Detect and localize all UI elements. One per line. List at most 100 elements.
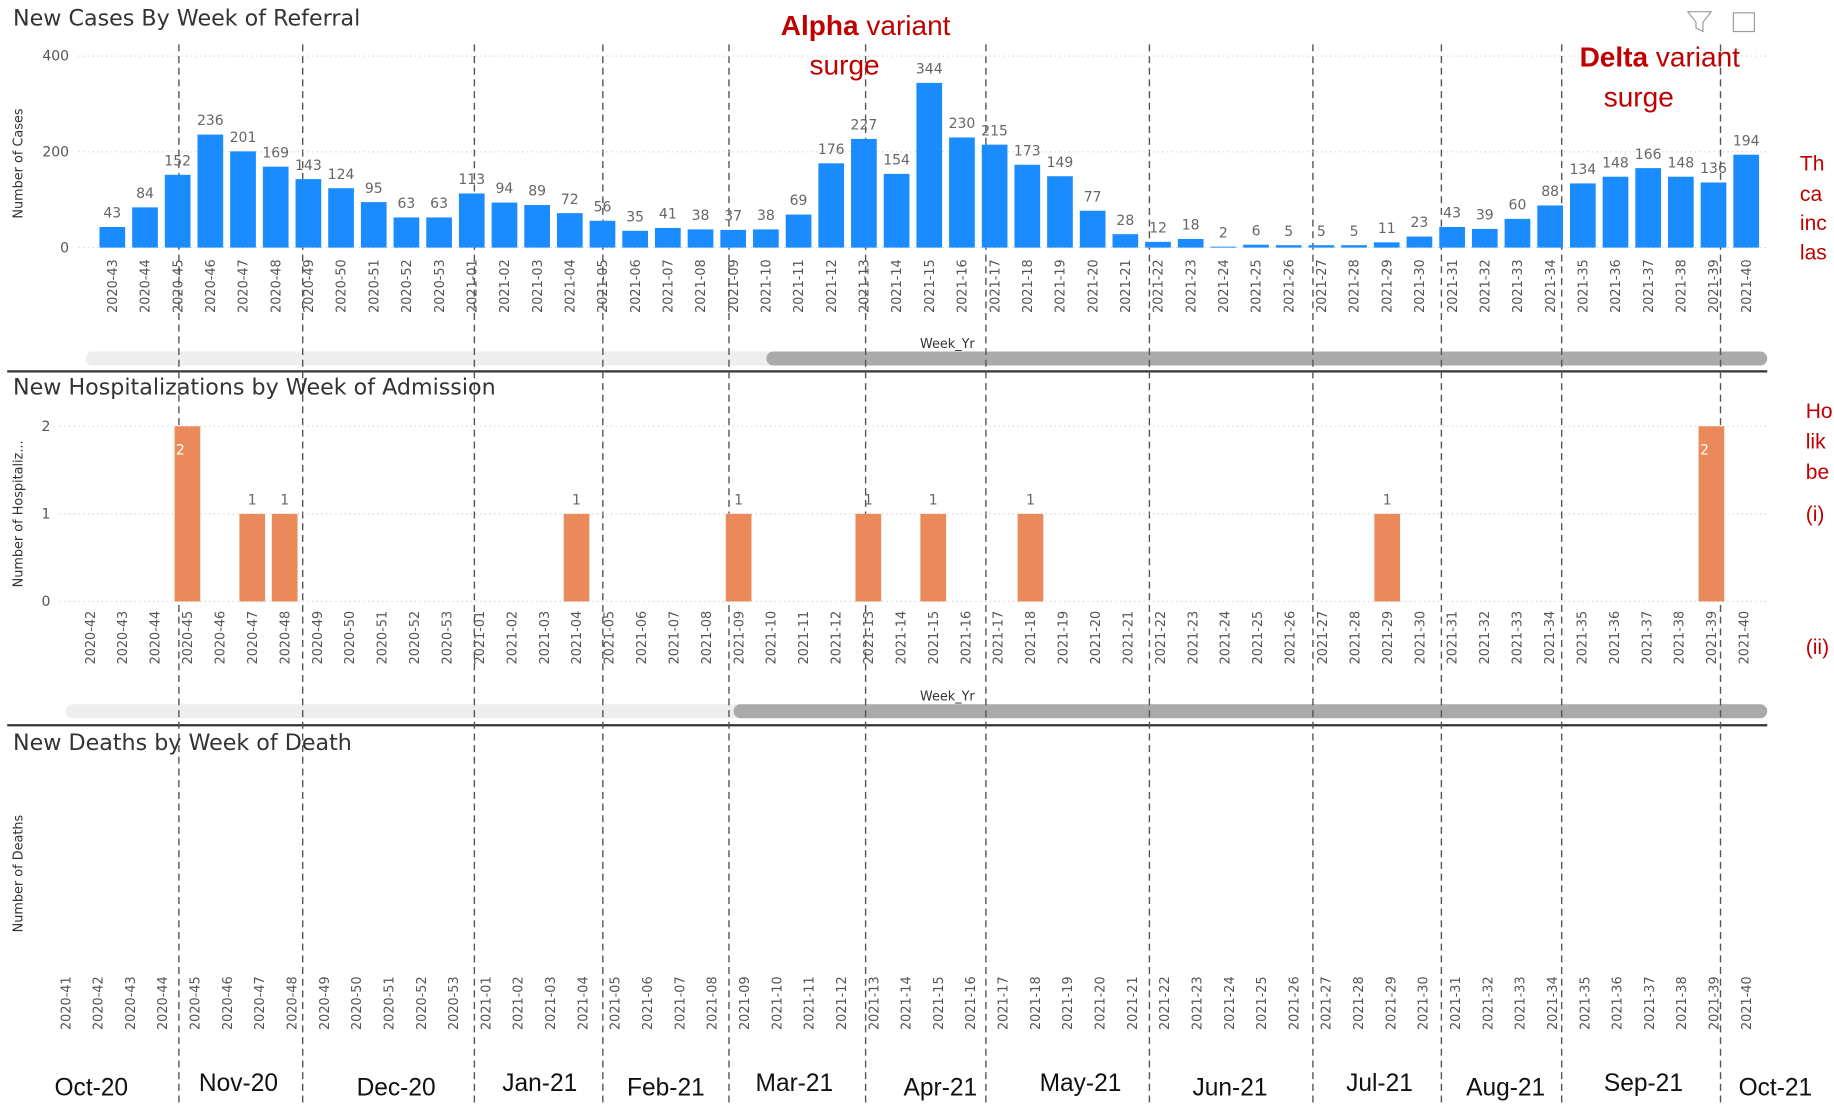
x-tick-label: 2021-37 (1640, 611, 1655, 665)
x-tick-label: 2020-49 (318, 976, 333, 1030)
bar (1047, 176, 1073, 248)
x-tick-label: 2021-36 (1609, 259, 1624, 313)
bar (174, 426, 201, 602)
filter-icon[interactable] (1686, 11, 1713, 33)
month-label: Dec-20 (357, 1074, 436, 1101)
bar (1177, 238, 1204, 248)
x-tick-label: 2021-17 (988, 259, 1003, 313)
data-label: 38 (692, 208, 710, 224)
side-text: (ii) (1806, 636, 1829, 659)
x-tick-label: 2021-01 (473, 611, 488, 665)
x-tick-label: 2021-11 (803, 976, 818, 1030)
bar (239, 513, 266, 602)
data-label: 1 (929, 493, 938, 509)
bar (1243, 244, 1269, 248)
x-tick-label: 2021-02 (505, 611, 520, 665)
data-label: 95 (365, 181, 383, 197)
focus-icon[interactable] (1732, 12, 1755, 33)
x-tick-label: 2020-49 (311, 611, 326, 665)
data-label: 39 (1476, 208, 1494, 224)
x-tick-label: 2021-35 (1576, 259, 1591, 313)
x-tick-label: 2021-36 (1608, 611, 1623, 665)
data-label: 2 (1700, 442, 1709, 458)
annotation-name: Alpha (781, 10, 859, 41)
annotation: Delta variant (1580, 42, 1741, 73)
x-tick-label: 2020-46 (214, 611, 229, 665)
x-tick-label: 2021-26 (1284, 611, 1299, 665)
x-tick-label: 2021-40 (1740, 976, 1755, 1030)
data-label: 166 (1635, 147, 1662, 163)
data-label: 28 (1116, 213, 1134, 229)
month-label: Oct-20 (55, 1074, 129, 1101)
bar (360, 202, 387, 248)
x-tick-label: 2020-53 (440, 611, 455, 665)
data-label: 1 (864, 493, 873, 509)
x-tick-label: 2021-19 (1054, 259, 1069, 313)
data-label: 173 (1014, 143, 1041, 159)
data-label: 18 (1182, 218, 1200, 234)
data-label: 5 (1350, 224, 1359, 240)
bar (1698, 426, 1725, 602)
x-tick-label: 2021-15 (923, 259, 938, 313)
data-label: 43 (1443, 206, 1461, 222)
data-label: 37 (724, 209, 742, 225)
data-label: 63 (398, 196, 416, 212)
x-tick-label: 2021-05 (596, 259, 611, 313)
annotation: Alpha variant (781, 10, 951, 41)
x-tick-label: 2020-44 (139, 259, 154, 313)
x-tick-label: 2020-52 (408, 611, 423, 665)
x-tick-label: 2021-11 (792, 259, 807, 313)
x-tick-label: 2021-22 (1152, 259, 1167, 313)
x-tick-label: 2021-16 (964, 976, 979, 1030)
data-label: 84 (136, 186, 154, 202)
scrollbar-thumb[interactable] (733, 704, 1768, 719)
x-tick-label: 2021-27 (1315, 259, 1330, 313)
x-tick-label: 2020-45 (181, 611, 196, 665)
x-tick-label: 2021-31 (1446, 259, 1461, 313)
data-label: 89 (528, 184, 546, 200)
bar (855, 513, 882, 602)
x-tick-label: 2021-38 (1673, 611, 1688, 665)
x-tick-label: 2021-07 (667, 611, 682, 665)
data-label: 1 (734, 493, 743, 509)
month-label: Aug-21 (1466, 1074, 1545, 1101)
x-tick-label: 2020-51 (367, 259, 382, 313)
bar (1569, 183, 1596, 248)
x-tick-label: 2020-44 (149, 611, 164, 665)
x-tick-label: 2021-36 (1611, 976, 1626, 1030)
chart-title: New Deaths by Week of Death (13, 730, 352, 756)
data-label: 227 (851, 118, 878, 134)
bar (1079, 210, 1106, 248)
x-tick-label: 2021-08 (700, 611, 715, 665)
x-tick-label: 2021-26 (1282, 259, 1297, 313)
x-tick-label: 2021-05 (609, 976, 624, 1030)
y-tick-label: 0 (41, 594, 50, 610)
x-tick-label: 2021-33 (1511, 259, 1526, 313)
x-tick-label: 2020-42 (92, 976, 107, 1030)
bar (1471, 228, 1498, 248)
data-label: 113 (458, 172, 485, 188)
data-label: 124 (328, 167, 355, 183)
x-tick-label: 2020-48 (278, 611, 293, 665)
bar (164, 174, 191, 248)
data-label: 77 (1084, 189, 1102, 205)
x-tick-label: 2021-13 (867, 976, 882, 1030)
x-tick-label: 2021-06 (629, 259, 644, 313)
annotation: surge (810, 50, 880, 81)
month-label: Nov-20 (199, 1070, 278, 1097)
bar (1014, 164, 1041, 248)
x-tick-label: 2021-25 (1255, 976, 1270, 1030)
data-label: 134 (1569, 162, 1596, 178)
x-tick-label: 2021-39 (1708, 976, 1723, 1030)
x-tick-label: 2021-29 (1384, 976, 1399, 1030)
data-label: 12 (1149, 221, 1167, 237)
x-tick-label: 2020-47 (253, 976, 268, 1030)
x-tick-label: 2021-34 (1546, 976, 1561, 1030)
bar (753, 229, 779, 248)
data-label: 230 (949, 116, 976, 132)
x-tick-label: 2021-25 (1250, 259, 1265, 313)
scrollbar-thumb[interactable] (766, 351, 1768, 366)
x-tick-label: 2021-16 (959, 611, 974, 665)
bar (1635, 168, 1662, 248)
